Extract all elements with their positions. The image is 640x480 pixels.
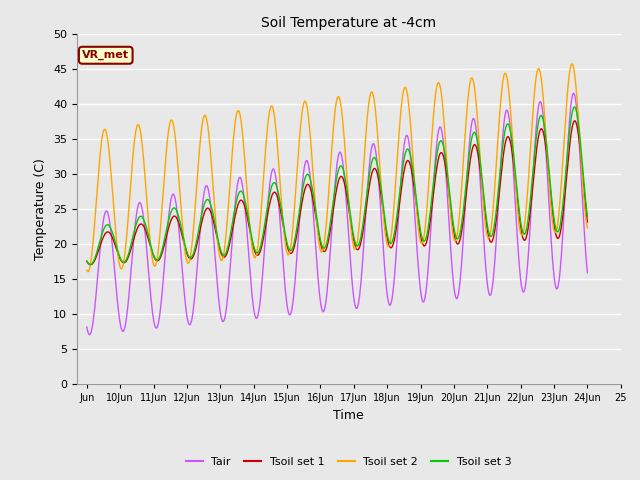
Legend: Tair, Tsoil set 1, Tsoil set 2, Tsoil set 3: Tair, Tsoil set 1, Tsoil set 2, Tsoil se…: [182, 453, 516, 471]
Title: Soil Temperature at -4cm: Soil Temperature at -4cm: [261, 16, 436, 30]
Y-axis label: Temperature (C): Temperature (C): [35, 158, 47, 260]
X-axis label: Time: Time: [333, 408, 364, 421]
Text: VR_met: VR_met: [82, 50, 129, 60]
